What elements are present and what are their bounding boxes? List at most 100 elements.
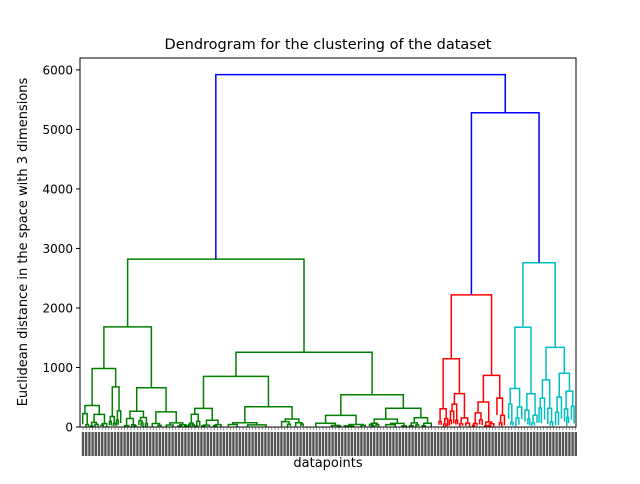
leaf-tick-label-glyph (347, 432, 350, 456)
leaf-tick-labels (81, 427, 577, 456)
leaf-tick-label-glyph (430, 432, 433, 456)
leaf-tick-label-glyph (283, 432, 286, 456)
leaf-tick-label-glyph (309, 432, 312, 456)
leaf-tick-label-glyph (232, 432, 235, 456)
dendrogram-link (527, 418, 531, 426)
leaf-tick-label-glyph (565, 432, 568, 456)
dendrogram-link (450, 294, 493, 376)
leaf-tick-label-glyph (456, 432, 459, 456)
dendrogram-link (558, 372, 571, 398)
dendrogram-link (135, 387, 167, 412)
leaf-tick-label-glyph (299, 432, 302, 456)
leaf-tick-label-glyph (88, 432, 91, 456)
y-tick-label: 5000 (42, 123, 73, 137)
dendrogram-link (554, 411, 560, 426)
dendrogram-link (570, 405, 575, 424)
leaf-tick-label-glyph (209, 432, 213, 456)
leaf-tick-label-glyph (270, 432, 273, 456)
leaf-tick-label-glyph (424, 432, 427, 456)
dendrogram-link (477, 401, 490, 422)
leaf-tick-label-glyph (187, 432, 190, 456)
dendrogram-link (235, 351, 373, 395)
leaf-tick-label-glyph (149, 432, 152, 456)
leaf-tick-label-glyph (504, 432, 507, 456)
leaf-tick-label-glyph (417, 432, 421, 456)
leaf-tick-label-glyph (401, 432, 405, 456)
leaf-tick-label-glyph (446, 432, 449, 456)
dendrogram-link (549, 421, 554, 427)
leaf-tick-label-glyph (376, 432, 379, 456)
leaf-tick-label-glyph (318, 432, 321, 456)
leaf-tick-label-glyph (385, 432, 389, 456)
x-axis-label: datapoints (293, 456, 362, 471)
dendrogram-link (415, 424, 420, 427)
dendrogram-link (514, 326, 532, 394)
leaf-tick-label-glyph (315, 432, 318, 456)
leaf-tick-label-glyph (465, 432, 469, 456)
dendrogram-link (438, 420, 442, 425)
leaf-tick-label-glyph (213, 432, 216, 456)
leaf-tick-label-glyph (561, 432, 565, 456)
leaf-tick-label-glyph (379, 432, 382, 456)
leaf-tick-label-glyph (389, 432, 392, 456)
dendrogram-link (140, 422, 144, 427)
leaf-tick-label-glyph (267, 432, 270, 456)
leaf-tick-label-glyph (219, 432, 222, 456)
leaf-tick-label-glyph (222, 432, 225, 456)
dendrogram-link (187, 423, 192, 427)
leaf-tick-label-glyph (168, 432, 171, 456)
leaf-tick-label-glyph (344, 432, 347, 456)
leaf-tick-label-glyph (110, 432, 113, 456)
leaf-tick-label-glyph (120, 432, 123, 456)
leaf-tick-label-glyph (117, 432, 120, 456)
leaf-tick-label-glyph (104, 432, 107, 456)
leaf-tick-label-glyph (286, 432, 289, 456)
leaf-tick-label-glyph (517, 432, 520, 456)
leaf-tick-label-glyph (241, 432, 245, 456)
leaf-tick-label-glyph (293, 432, 296, 456)
dendrogram-link (144, 422, 149, 427)
chart-title: Dendrogram for the clustering of the dat… (165, 37, 492, 53)
leaf-tick-label-glyph (238, 432, 241, 456)
dendrogram-link (155, 411, 177, 424)
leaf-tick-label-glyph (305, 432, 309, 456)
leaf-tick-label-glyph (488, 432, 491, 456)
leaf-tick-label-glyph (501, 432, 504, 456)
leaf-tick-label-glyph (197, 432, 200, 456)
leaf-tick-label-glyph (277, 432, 280, 456)
leaf-tick-label-glyph (261, 432, 264, 456)
leaf-tick-label-glyph (571, 432, 574, 456)
leaf-tick-label-glyph (507, 432, 510, 456)
leaf-tick-label-glyph (325, 432, 328, 456)
leaf-tick-label-glyph (254, 432, 257, 456)
dendrogram-links (81, 73, 575, 427)
leaf-tick-label-glyph (427, 432, 430, 456)
dendrogram-link (421, 424, 427, 427)
leaf-tick-label-glyph (373, 432, 376, 456)
leaf-tick-label-glyph (523, 432, 526, 456)
leaf-tick-label-glyph (469, 432, 472, 456)
leaf-tick-label-glyph (341, 432, 344, 456)
leaf-tick-label-glyph (529, 432, 533, 456)
leaf-tick-label-glyph (248, 432, 251, 456)
leaf-tick-label-glyph (94, 432, 97, 456)
leaf-tick-label-glyph (555, 432, 558, 456)
dendrogram-link (522, 261, 556, 348)
leaf-tick-label-glyph (161, 432, 165, 456)
leaf-tick-label-glyph (312, 432, 315, 456)
leaf-tick-label-glyph (478, 432, 481, 456)
leaf-tick-label-glyph (126, 432, 129, 456)
leaf-tick-label-glyph (139, 432, 142, 456)
leaf-tick-label-glyph (350, 432, 353, 456)
dendrogram-link (442, 358, 461, 409)
leaf-tick-label-glyph (145, 432, 149, 456)
dendrogram-link (360, 424, 367, 427)
dendrogram-link (478, 419, 483, 425)
leaf-tick-label-glyph (158, 432, 161, 456)
leaf-tick-label-glyph (411, 432, 414, 456)
dendrogram-link (191, 423, 195, 427)
leaf-tick-label-glyph (369, 432, 373, 456)
dendrogram-link (532, 414, 538, 424)
dendrogram-link (442, 423, 447, 427)
leaf-tick-label-glyph (520, 432, 523, 456)
